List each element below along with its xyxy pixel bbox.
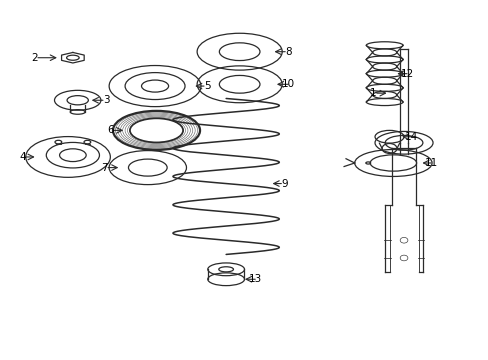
Text: 5: 5	[203, 81, 210, 91]
Text: 10: 10	[281, 79, 294, 89]
Text: 9: 9	[281, 179, 287, 189]
Text: 2: 2	[31, 53, 38, 63]
Text: 12: 12	[400, 69, 413, 79]
Text: 3: 3	[103, 95, 109, 105]
Text: 6: 6	[107, 125, 114, 135]
Text: 4: 4	[19, 152, 26, 162]
Text: 11: 11	[424, 158, 437, 168]
Text: 13: 13	[248, 274, 262, 284]
Text: 8: 8	[285, 47, 291, 57]
Text: 7: 7	[101, 163, 108, 172]
Text: 1: 1	[369, 88, 376, 98]
Text: 14: 14	[405, 132, 418, 142]
